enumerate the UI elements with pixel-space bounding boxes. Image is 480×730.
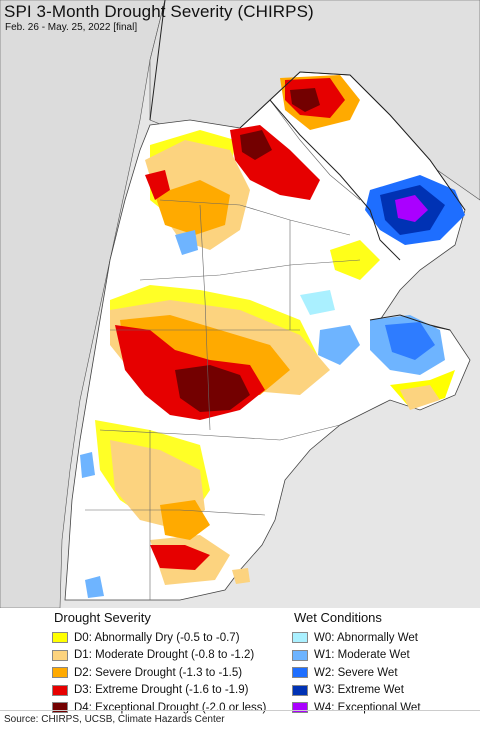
legend-label: D3: Extreme Drought (-1.6 to -1.9) [74,684,249,697]
d1-coast-small [232,568,250,584]
legend-item-w2: W2: Severe Wet [292,664,421,682]
w1-west [80,452,95,478]
national-borders [149,0,466,331]
legend-label: W4: Exceptional Wet [314,701,421,714]
legend-label: W2: Severe Wet [314,666,398,679]
d4-chaco [290,88,320,112]
w2-swatch [292,667,308,679]
legend-item-w0: W0: Abnormally Wet [292,629,421,647]
w1-swatch [292,649,308,661]
d3-swatch [52,684,68,696]
wet-legend-heading: Wet Conditions [294,610,382,625]
d3-south [150,545,210,570]
legend-label: D0: Abnormally Dry (-0.5 to -0.7) [74,631,240,644]
w0-swatch [292,632,308,644]
d1-swatch [52,649,68,661]
w1-south [85,576,104,598]
legend-item-w1: W1: Moderate Wet [292,647,421,665]
d4-swatch [52,702,68,714]
legend-item-w4: W4: Exceptional Wet [292,699,421,717]
wet-areas [80,175,465,598]
d1-uruguay [400,385,440,410]
legend-label: D4: Exceptional Drought (-2.0 or less) [74,701,267,714]
map-subtitle: Feb. 26 - May. 25, 2022 [final] [5,22,138,33]
source-credit: Source: CHIRPS, UCSB, Climate Hazards Ce… [4,714,225,725]
d2-north [155,180,230,235]
d0-northeast [330,240,380,280]
legend-item-d0: D0: Abnormally Dry (-0.5 to -0.7) [52,629,266,647]
legend-item-w3: W3: Extreme Wet [292,682,421,700]
drought-legend: Drought Severity D0: Abnormally Dry (-0.… [52,608,266,717]
w2-uruguay [385,322,435,360]
w3-swatch [292,684,308,696]
legend-item-d1: D1: Moderate Drought (-0.8 to -1.2) [52,647,266,665]
legend-item-d2: D2: Severe Drought (-1.3 to -1.5) [52,664,266,682]
d2-swatch [52,667,68,679]
footer-divider [0,710,480,711]
w1-entre-rios [318,325,360,365]
legend: Drought Severity D0: Abnormally Dry (-0.… [0,608,480,714]
legend-label: D1: Moderate Drought (-0.8 to -1.2) [74,649,255,662]
map-canvas [0,0,480,608]
drought-areas [95,75,455,585]
legend-label: W1: Moderate Wet [314,649,410,662]
province-boundaries [85,99,361,600]
wet-legend: Wet Conditions W0: Abnormally Wet W1: Mo… [292,608,421,717]
drought-map: SPI 3-Month Drought Severity (CHIRPS) Fe… [0,0,480,608]
legend-label: D2: Severe Drought (-1.3 to -1.5) [74,666,243,679]
legend-item-d3: D3: Extreme Drought (-1.6 to -1.9) [52,682,266,700]
legend-label: W3: Extreme Wet [314,684,404,697]
legend-label: W0: Abnormally Wet [314,631,418,644]
d4-central [175,365,250,412]
w0-central-east [300,290,335,315]
drought-legend-heading: Drought Severity [54,610,151,625]
d4-north [240,130,272,160]
d0-swatch [52,632,68,644]
w1-northwest [175,230,198,255]
d3-west [145,170,170,200]
w4-swatch [292,702,308,714]
w4-northeast [395,195,428,222]
map-title: SPI 3-Month Drought Severity (CHIRPS) [4,2,314,21]
